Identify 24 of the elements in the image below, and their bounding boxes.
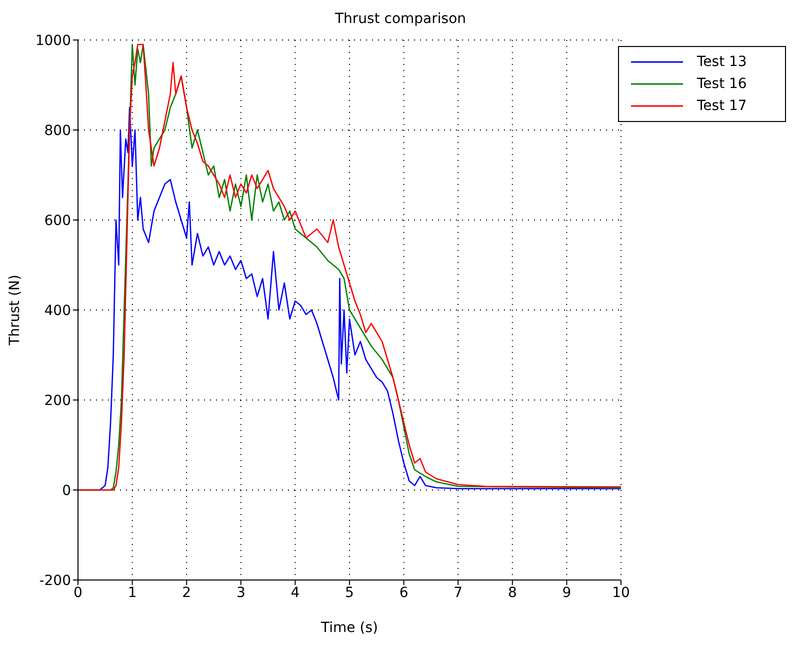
y-axis-title: Thrust (N) xyxy=(6,274,23,346)
x-axis-title: Time (s) xyxy=(320,620,378,636)
y-tick-label: 200 xyxy=(44,392,71,409)
x-tick-label: 8 xyxy=(508,584,517,601)
x-tick-label: 6 xyxy=(399,584,408,601)
x-tick-label: 9 xyxy=(562,584,572,601)
x-tick-label: 4 xyxy=(290,584,300,601)
x-tick-label: 3 xyxy=(236,584,246,601)
y-tick-label: -200 xyxy=(39,572,71,589)
x-tick-label: 10 xyxy=(612,584,630,601)
y-tick-label: 800 xyxy=(44,122,71,139)
x-tick-label: 1 xyxy=(128,584,137,601)
legend-label: Test 16 xyxy=(697,76,747,92)
y-tick-label: 1000 xyxy=(35,32,71,49)
x-tick-label: 5 xyxy=(345,584,354,601)
y-tick-label: 0 xyxy=(62,482,71,499)
x-tick-label: 2 xyxy=(182,584,192,601)
legend-label: Test 13 xyxy=(697,54,747,70)
y-tick-label: 600 xyxy=(44,212,71,229)
legend-label: Test 17 xyxy=(697,98,747,114)
y-tick-label: 400 xyxy=(44,302,71,319)
chart-title: Thrust comparison xyxy=(334,10,468,29)
x-tick-label: 0 xyxy=(74,584,82,601)
x-tick-label: 7 xyxy=(454,584,463,601)
